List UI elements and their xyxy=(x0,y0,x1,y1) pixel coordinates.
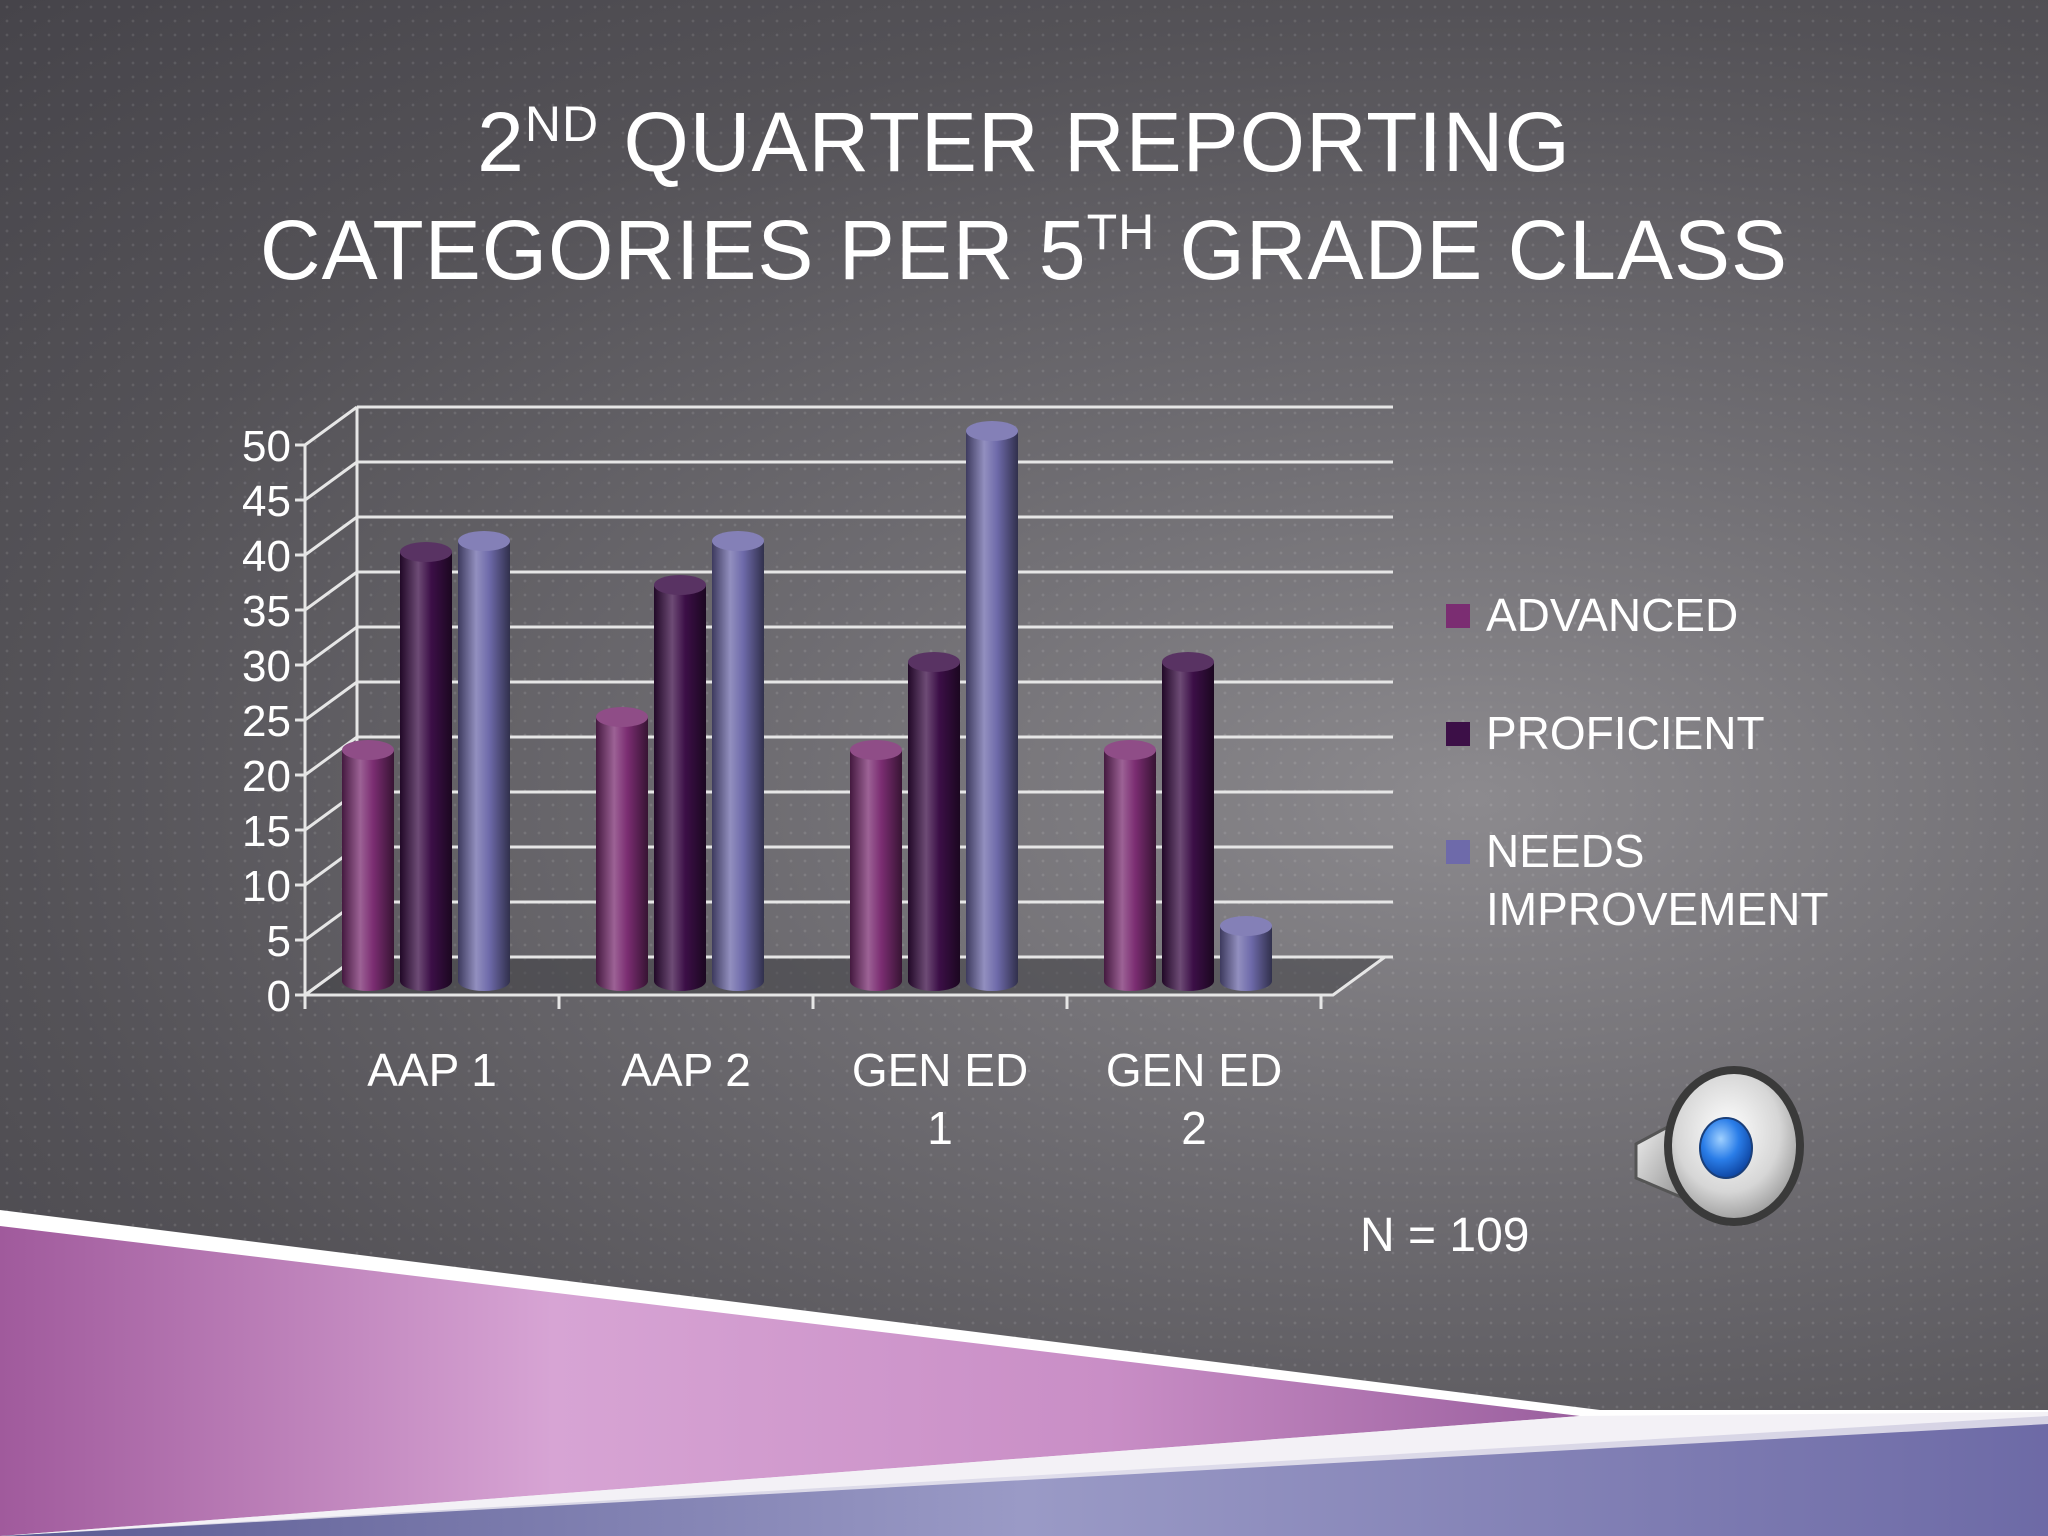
bar-top xyxy=(1104,740,1156,760)
y-tick-label: 15 xyxy=(242,807,291,856)
bar-body xyxy=(966,431,1018,991)
y-tick-label: 25 xyxy=(242,697,291,746)
bar-proficient xyxy=(908,652,960,991)
bar-top xyxy=(850,740,902,760)
y-tick-label: 0 xyxy=(267,972,291,1021)
x-tick-label: 1 xyxy=(927,1102,953,1154)
bar-body xyxy=(458,541,510,991)
bar-top xyxy=(908,652,960,672)
bar-needs-improvement xyxy=(712,531,764,991)
title-part: CATEGORIES PER 5 xyxy=(259,203,1087,297)
bar-advanced xyxy=(1104,740,1156,991)
legend-item: PROFICIENT xyxy=(1446,704,2006,762)
gridline-side xyxy=(304,625,358,667)
bar-needs-improvement xyxy=(1220,916,1272,991)
title-part: QUARTER REPORTING xyxy=(599,95,1571,189)
legend-label: ADVANCED xyxy=(1486,589,1739,641)
gridline-side xyxy=(304,680,358,722)
title-part: ND xyxy=(524,96,600,152)
bar-body xyxy=(850,750,902,991)
bar-proficient xyxy=(654,575,706,991)
bar-needs-improvement xyxy=(966,421,1018,991)
gridline-side xyxy=(304,460,358,502)
bar-body xyxy=(712,541,764,991)
legend-swatch xyxy=(1446,722,1470,746)
bar-body xyxy=(1162,662,1214,991)
bar-body xyxy=(908,662,960,991)
title-part: 2 xyxy=(477,95,525,189)
gridline-side xyxy=(304,405,358,447)
sample-size-label: N = 109 xyxy=(1360,1209,1530,1262)
bar-top xyxy=(596,707,648,727)
title-part: TH xyxy=(1086,204,1156,260)
bar-top xyxy=(654,575,706,595)
bar-proficient xyxy=(400,542,452,991)
y-tick-label: 10 xyxy=(242,862,291,911)
bar-top xyxy=(400,542,452,562)
speaker-icon[interactable] xyxy=(1630,1058,1810,1238)
bar-top xyxy=(1162,652,1214,672)
bar-top xyxy=(1220,916,1272,936)
bar-top xyxy=(342,740,394,760)
x-tick-label: 2 xyxy=(1181,1102,1207,1154)
y-tick-label: 35 xyxy=(242,587,291,636)
title-part: GRADE CLASS xyxy=(1155,203,1789,297)
bar-body xyxy=(1104,750,1156,991)
legend-swatch xyxy=(1446,604,1470,628)
legend-label: PROFICIENT xyxy=(1486,707,1765,759)
bar-advanced xyxy=(596,707,648,991)
chart-legend: ADVANCED PROFICIENT NEEDS IMPROVEMENT xyxy=(1446,586,2006,998)
gridline-side xyxy=(304,515,358,557)
gridline-side xyxy=(304,570,358,612)
bar-body xyxy=(596,717,648,991)
bar-top xyxy=(712,531,764,551)
y-tick-label: 5 xyxy=(267,917,291,966)
x-tick-label: AAP 2 xyxy=(621,1044,751,1096)
legend-item: ADVANCED xyxy=(1446,586,2006,644)
bar-needs-improvement xyxy=(458,531,510,991)
legend-item: NEEDS IMPROVEMENT xyxy=(1446,822,2006,938)
bar-proficient xyxy=(1162,652,1214,991)
bar-advanced xyxy=(850,740,902,991)
bottom-decoration xyxy=(0,1210,2048,1536)
x-tick-label: AAP 1 xyxy=(367,1044,497,1096)
x-tick-label: GEN ED xyxy=(852,1044,1028,1096)
slide-title: 2ND QUARTER REPORTING CATEGORIES PER 5TH … xyxy=(0,88,2048,304)
y-tick-label: 50 xyxy=(242,422,291,471)
x-tick-label: GEN ED xyxy=(1106,1044,1282,1096)
bar-body xyxy=(400,552,452,991)
y-tick-label: 45 xyxy=(242,477,291,526)
bar-body xyxy=(342,750,394,991)
y-tick-label: 20 xyxy=(242,752,291,801)
gridline-side xyxy=(304,735,358,777)
bar-body xyxy=(654,585,706,991)
bar-advanced xyxy=(342,740,394,991)
legend-swatch xyxy=(1446,840,1470,864)
bar-top xyxy=(458,531,510,551)
y-tick-label: 30 xyxy=(242,642,291,691)
bar-top xyxy=(966,421,1018,441)
bar-body xyxy=(1220,926,1272,991)
y-tick-label: 40 xyxy=(242,532,291,581)
legend-label: NEEDS IMPROVEMENT xyxy=(1486,825,1829,935)
